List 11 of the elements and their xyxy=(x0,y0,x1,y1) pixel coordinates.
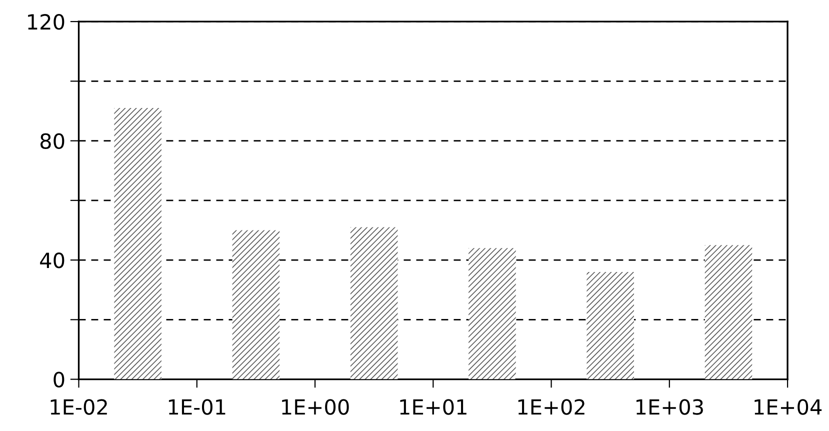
x-tick-label: 1E-02 xyxy=(50,399,107,415)
x-tick-label: 1E+02 xyxy=(518,399,584,415)
y-tick-label: 120 xyxy=(28,14,64,30)
x-tick-label: 1E+04 xyxy=(754,399,822,415)
y-tick-label: 80 xyxy=(40,133,64,150)
x-tick-label: 1E+01 xyxy=(400,399,466,415)
y-tick-label: 40 xyxy=(40,252,64,268)
x-tick-label: 1E+00 xyxy=(282,399,349,415)
x-tick-label: 1E-01 xyxy=(168,399,226,415)
x-tick-label: 1E+03 xyxy=(636,399,703,415)
y-tick-label: 0 xyxy=(54,372,64,388)
